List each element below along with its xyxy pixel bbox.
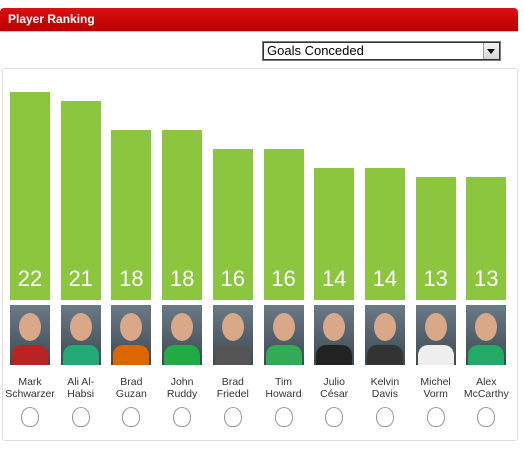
player-photo <box>415 305 456 365</box>
club-badge <box>122 407 141 427</box>
bar: 21 <box>60 101 101 300</box>
bar: 16 <box>212 148 253 300</box>
value-label: 18 <box>169 265 195 291</box>
player-name: Michel Vorm <box>420 376 451 400</box>
player-name: Brad Friedel <box>216 376 249 400</box>
divider <box>0 31 518 32</box>
player-name: Brad Guzan <box>115 376 147 400</box>
player-photo <box>10 305 50 365</box>
club-badge <box>173 407 192 427</box>
player-name: John Ruddy <box>166 376 198 400</box>
bar: 14 <box>314 167 355 300</box>
player-shirt <box>113 345 150 365</box>
player-shirt <box>164 345 201 365</box>
bar: 14 <box>364 167 405 300</box>
club-badge <box>71 407 90 427</box>
player-face <box>272 313 295 341</box>
bar: 18 <box>162 129 203 300</box>
bar: 16 <box>263 148 304 300</box>
player-shirt <box>62 345 99 365</box>
header-title: Player Ranking <box>0 8 518 31</box>
player-face <box>323 313 346 341</box>
player-face <box>475 313 498 341</box>
player-face <box>221 313 244 341</box>
player-photo <box>314 305 355 365</box>
player-shirt <box>265 345 302 365</box>
player-name: Kelvin Davis <box>370 376 400 400</box>
value-label: 14 <box>321 265 347 291</box>
player-shirt <box>316 345 353 365</box>
value-label: 13 <box>423 265 448 291</box>
club-badge <box>477 407 496 427</box>
player-photo <box>263 305 304 365</box>
value-label: 18 <box>119 265 144 291</box>
player-face <box>120 313 143 341</box>
player-name: Julio César <box>320 376 349 400</box>
player-name: Ali Al-Habsi <box>67 376 95 400</box>
dropdown-arrow[interactable] <box>483 43 499 59</box>
player-name: Tim Howard <box>265 376 302 400</box>
bar: 13 <box>466 177 507 300</box>
player-name: Alex McCarthy <box>463 376 509 400</box>
bar: 18 <box>111 129 152 300</box>
player-shirt <box>12 345 48 365</box>
player-face <box>424 313 447 341</box>
player-photo <box>364 305 405 365</box>
player-shirt <box>366 345 403 365</box>
value-label: 13 <box>474 265 499 291</box>
player-face <box>19 313 41 341</box>
player-photo <box>60 305 101 365</box>
value-label: 22 <box>17 266 43 291</box>
player-shirt <box>214 345 251 365</box>
bar: 13 <box>415 177 456 300</box>
player-photo <box>111 305 152 365</box>
player-photo <box>162 305 203 365</box>
player-shirt <box>468 345 505 365</box>
player-face <box>171 313 194 341</box>
club-badge <box>21 407 39 427</box>
club-badge <box>375 407 394 427</box>
dropdown-text[interactable]: Goals Conceded <box>267 43 364 58</box>
value-label: 14 <box>372 265 398 291</box>
player-name: Mark Schwarzer <box>5 376 55 400</box>
player-photo <box>212 305 253 365</box>
player-shirt <box>417 345 454 365</box>
club-badge <box>426 407 445 427</box>
club-badge <box>223 407 242 427</box>
dropdown[interactable]: Goals Conceded <box>262 41 501 61</box>
value-label: 16 <box>220 265 246 291</box>
player-face <box>373 313 396 341</box>
player-photo <box>466 305 507 365</box>
club-badge <box>325 407 344 427</box>
bar: 22 <box>10 92 50 300</box>
chart-panel <box>2 68 518 441</box>
player-face <box>69 313 92 341</box>
club-badge <box>274 407 293 427</box>
value-label: 21 <box>68 265 93 291</box>
value-label: 16 <box>271 265 296 291</box>
